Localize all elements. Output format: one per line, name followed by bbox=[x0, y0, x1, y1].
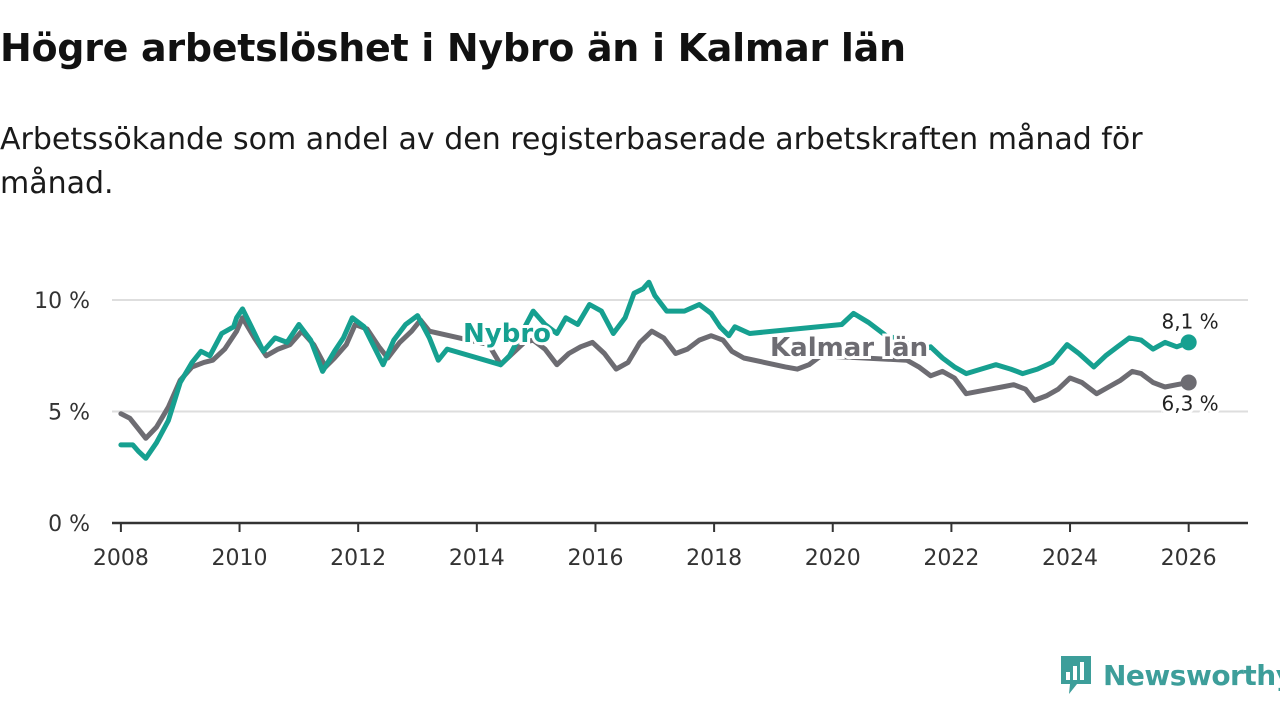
brand-logo[interactable]: Newsworthy bbox=[1059, 654, 1280, 696]
y-tick-label: 0 % bbox=[48, 512, 90, 537]
end-point-marker bbox=[1180, 334, 1197, 351]
x-tick-label: 2022 bbox=[923, 546, 979, 571]
x-tick-label: 2008 bbox=[93, 546, 149, 571]
x-tick-label: 2024 bbox=[1042, 546, 1098, 571]
end-value-label-kalmar: 6,3 % bbox=[1162, 392, 1219, 416]
x-axis: 2008 2010 2012 2014 2016 2018 2020 2022 2024 2026 bbox=[93, 521, 1248, 571]
x-tick-label: 2018 bbox=[686, 546, 742, 571]
end-point-marker bbox=[1180, 374, 1197, 391]
newsworthy-logo-icon bbox=[1061, 656, 1091, 694]
x-tick-label: 2016 bbox=[567, 546, 623, 571]
y-axis-ticks: 0 % 5 % 10 % bbox=[34, 289, 90, 537]
grid-lines bbox=[112, 299, 1248, 413]
series-label-kalmar: Kalmar län bbox=[770, 333, 928, 363]
chart-subtitle: Arbetssökande som andel av den registerb… bbox=[0, 122, 1143, 201]
series-label-nybro: Nybro bbox=[463, 319, 551, 349]
series-labels: Nybro Kalmar län 8,1 % 6,3 % bbox=[460, 306, 1222, 418]
series-line-nybro bbox=[118, 279, 1192, 461]
x-tick-label: 2026 bbox=[1161, 546, 1217, 571]
x-tick-label: 2014 bbox=[449, 546, 505, 571]
brand-name: Newsworthy bbox=[1103, 658, 1280, 692]
chart-title: Högre arbetslöshet i Nybro än i Kalmar l… bbox=[0, 26, 906, 70]
x-tick-label: 2020 bbox=[805, 546, 861, 571]
x-tick-label: 2012 bbox=[330, 546, 386, 571]
y-tick-label: 5 % bbox=[48, 401, 90, 426]
series-lines bbox=[118, 279, 1197, 461]
x-tick-label: 2010 bbox=[212, 546, 268, 571]
y-tick-label: 10 % bbox=[34, 289, 90, 314]
series-line-kalmar-län bbox=[118, 315, 1192, 441]
end-value-label-nybro: 8,1 % bbox=[1162, 309, 1219, 333]
